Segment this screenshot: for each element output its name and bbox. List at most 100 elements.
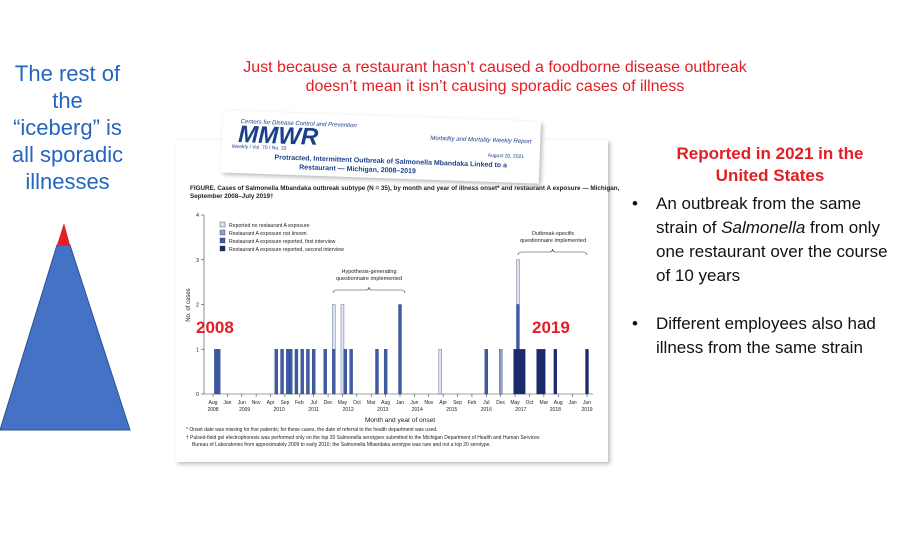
x-tick-label: Jun bbox=[410, 400, 418, 406]
bar-segment bbox=[294, 349, 299, 395]
top-text-line: Just because a restaurant hasn’t caused … bbox=[243, 59, 747, 76]
y-tick-label: 3 bbox=[196, 258, 199, 264]
x-tick-label: Jan bbox=[223, 400, 231, 406]
bullet: Different employees also had illness fro… bbox=[628, 312, 898, 360]
x-tick-label: Jan bbox=[396, 400, 404, 406]
y-tick-label: 2 bbox=[196, 303, 199, 309]
mmwr-logo: MMWR bbox=[238, 121, 320, 151]
figure-frame bbox=[176, 140, 608, 462]
left-text-line: the bbox=[52, 88, 83, 113]
x-tick-label: Jun bbox=[238, 400, 246, 406]
top-text: Just because a restaurant hasn’t caused … bbox=[180, 58, 810, 96]
bar-segment bbox=[499, 349, 503, 395]
x-tick-label: Jun bbox=[583, 400, 591, 406]
left-text-line: The rest of bbox=[14, 61, 121, 86]
bar-segment bbox=[300, 349, 304, 395]
bar-segment bbox=[516, 304, 520, 350]
legend-label: Restaurant A exposure reported, second i… bbox=[229, 247, 344, 253]
bar-segment bbox=[553, 349, 558, 395]
bar-segment bbox=[585, 349, 589, 395]
mmwr-card: Centers for Disease Control and Preventi… bbox=[220, 110, 541, 184]
x-tick-label: Oct bbox=[353, 400, 361, 406]
mmwr-subtitle: Morbidity and Mortality Weekly Report bbox=[430, 136, 532, 146]
bullet-text: Different employees also had illness fro… bbox=[656, 314, 876, 357]
x-tick-label: Mar bbox=[367, 400, 376, 406]
legend-swatch bbox=[219, 237, 226, 244]
iceberg-base bbox=[0, 244, 131, 431]
bar-segment bbox=[383, 349, 388, 395]
footnote: † Pulsed-field gel electrophoresis was p… bbox=[186, 435, 540, 441]
y-axis-label: No. of cases bbox=[186, 288, 192, 321]
mmwr-issue: Weekly / Vol. 70 / No. 33 bbox=[232, 144, 287, 152]
y-tick-label: 1 bbox=[196, 347, 199, 353]
legend-label: Restaurant A exposure reported, first in… bbox=[229, 239, 336, 245]
x-tick-label: Sep bbox=[453, 400, 462, 406]
bar-segment bbox=[280, 349, 284, 395]
figure-title: September 2008–July 2019† bbox=[190, 193, 274, 200]
x-tick-label: Aug bbox=[554, 400, 563, 406]
bullet-text: Salmonella bbox=[721, 218, 806, 237]
x-tick-label: Jan bbox=[569, 400, 577, 406]
overlay-year: 2008 bbox=[196, 318, 234, 337]
legend-swatch bbox=[219, 221, 226, 228]
mmwr-headline: Restaurant — Michigan, 2008–2019 bbox=[299, 164, 416, 175]
bullet: An outbreak from the same strain of Salm… bbox=[628, 192, 898, 288]
bar-segment bbox=[332, 349, 336, 395]
bar-segment bbox=[542, 349, 546, 395]
bar-segment bbox=[340, 304, 345, 395]
x-year-label: 2010 bbox=[274, 407, 285, 413]
legend-label: Reported no restaurant A exposure bbox=[229, 223, 310, 229]
bullet-text: An outbreak from the same strain of bbox=[656, 194, 862, 237]
bar-segment bbox=[398, 304, 402, 395]
x-tick-label: Sep bbox=[280, 400, 289, 406]
bar-segment bbox=[539, 349, 543, 395]
x-year-label: 2009 bbox=[239, 407, 250, 413]
left-text-line: “iceberg” is bbox=[13, 115, 122, 140]
x-tick-label: Dec bbox=[324, 400, 333, 406]
left-text: The rest of the “iceberg” is all sporadic il… bbox=[0, 60, 135, 195]
x-year-label: 2016 bbox=[481, 407, 492, 413]
x-year-label: 2018 bbox=[550, 407, 561, 413]
x-tick-label: May bbox=[338, 400, 348, 406]
x-tick-label: Nov bbox=[252, 400, 261, 406]
x-tick-label: Dec bbox=[496, 400, 505, 406]
x-axis-label: Month and year of onset bbox=[365, 417, 435, 424]
mmwr-agency: Centers for Disease Control and Preventi… bbox=[241, 119, 358, 129]
y-tick-label: 4 bbox=[196, 213, 199, 219]
bar-segment bbox=[343, 349, 347, 395]
x-year-label: 2012 bbox=[343, 407, 354, 413]
bar-segment bbox=[519, 349, 523, 395]
x-tick-label: Aug bbox=[381, 400, 390, 406]
x-tick-label: Aug bbox=[209, 400, 218, 406]
bar-segment bbox=[286, 349, 290, 395]
mmwr-card-bg bbox=[220, 110, 541, 184]
x-year-label: 2011 bbox=[308, 407, 319, 413]
x-tick-label: Nov bbox=[424, 400, 433, 406]
mmwr-date: August 20, 2021 bbox=[488, 153, 525, 160]
bar-segment bbox=[438, 349, 442, 395]
footnote: * Onset date was missing for five patien… bbox=[186, 427, 438, 433]
bar-segment bbox=[323, 349, 327, 395]
x-tick-label: Apr bbox=[439, 400, 447, 406]
legend-swatch bbox=[219, 245, 226, 252]
footnote: Bureau of Laboratories from approximatel… bbox=[192, 442, 491, 448]
right-heading: Reported in 2021 in the United States bbox=[676, 144, 864, 185]
overlay-year: 2019 bbox=[532, 318, 570, 337]
x-year-label: 2014 bbox=[412, 407, 423, 413]
x-year-label: 2017 bbox=[515, 407, 526, 413]
x-tick-label: Apr bbox=[267, 400, 275, 406]
bar-segment bbox=[274, 349, 278, 395]
legend-swatch bbox=[219, 229, 226, 236]
bar-segment bbox=[349, 349, 353, 395]
annotation-brace bbox=[517, 248, 588, 256]
annotation-brace bbox=[332, 286, 406, 294]
bar-segment bbox=[214, 349, 218, 395]
y-tick-label: 0 bbox=[196, 392, 199, 398]
annotation: questionnaire implemented bbox=[520, 238, 586, 244]
bar-segment bbox=[536, 349, 540, 395]
bar-segment bbox=[516, 349, 520, 395]
bar-segment bbox=[375, 349, 379, 395]
left-text-line: illnesses bbox=[25, 169, 110, 194]
